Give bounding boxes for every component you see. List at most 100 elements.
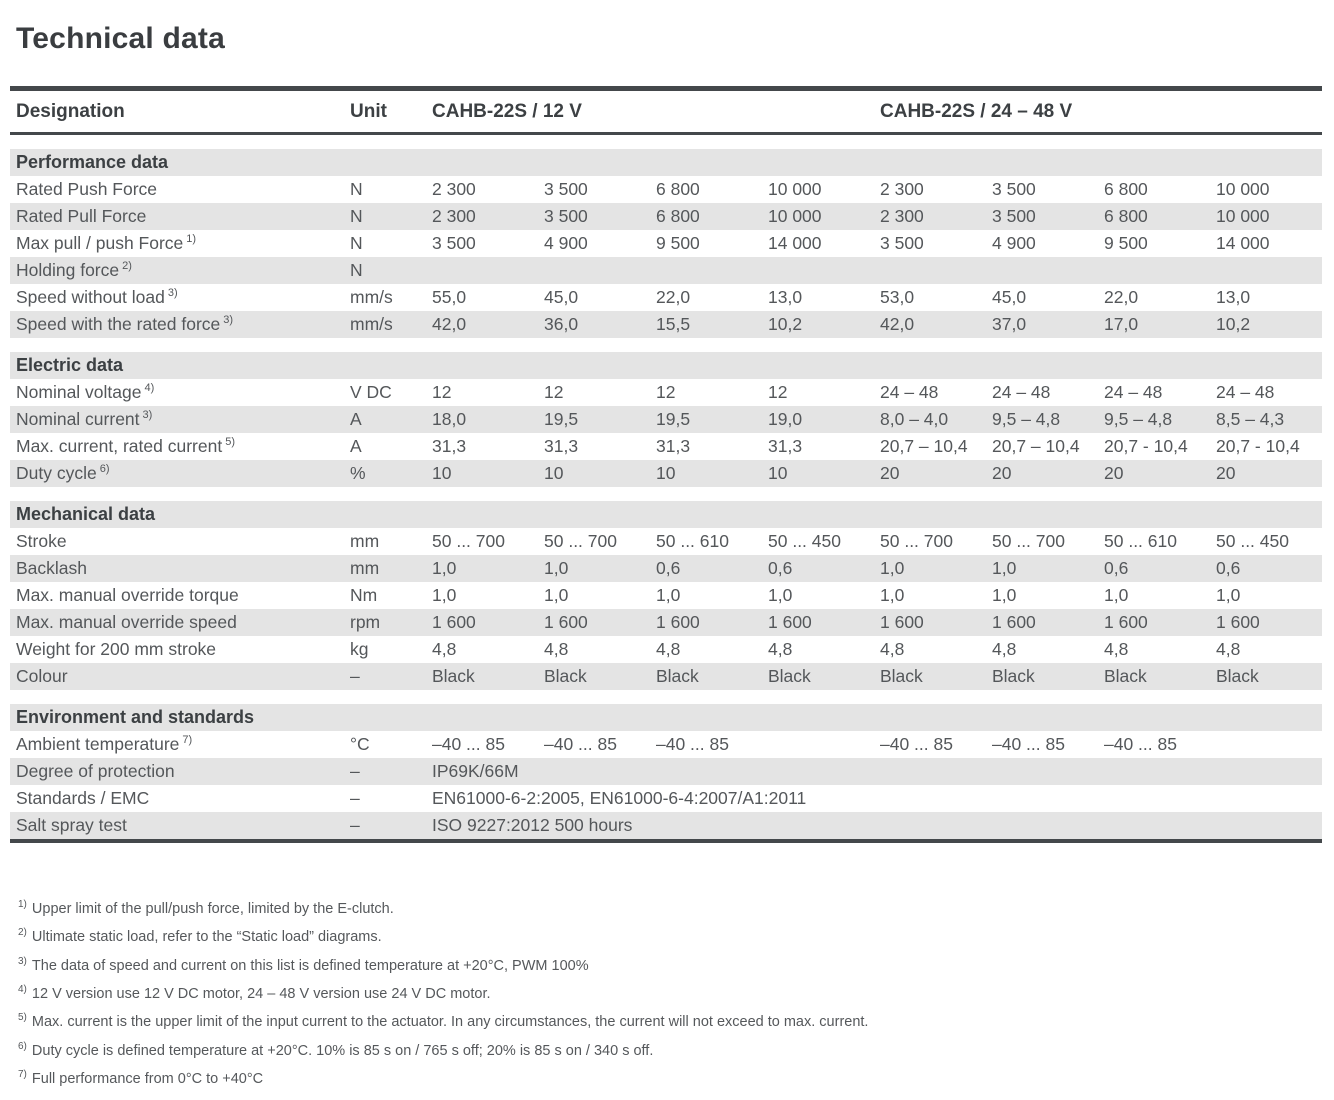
value-cell: 4,8 (432, 639, 457, 659)
unit-cell: N (350, 206, 363, 226)
unit-cell: A (350, 409, 362, 429)
table-row: Duty cycle 6)% 10 10 10 10 20 20 20 20 (10, 460, 1322, 487)
value-cell: 1,0 (432, 585, 457, 605)
table-row: Backlash mm 1,0 1,0 0,6 0,6 1,0 1,0 0,6 0,6 (10, 555, 1322, 582)
value-cell: 3 500 (992, 206, 1036, 226)
table-row: Max. manual override speed rpm 1 600 1 600 1… (10, 609, 1322, 636)
value-cell: –40 ... 85 (1104, 734, 1177, 754)
value-cell: 10 (544, 463, 564, 483)
value-cell: 1,0 (1216, 585, 1241, 605)
table-row: Holding force 2) N (10, 257, 1322, 284)
value-cell: 20 (880, 463, 900, 483)
table-row: Stroke mm 50 ... 700 50 ... 700 50 ... 610 50… (10, 528, 1322, 555)
value-cell: 50 ... 700 (880, 531, 953, 551)
value-cell: 55,0 (432, 287, 467, 307)
unit-cell: – (350, 815, 360, 835)
footnote-marker: 3) (167, 287, 178, 300)
value-cell: –40 ... 85 (880, 734, 953, 754)
value-cell: –40 ... 85 (544, 734, 617, 754)
value-cell: 6 800 (656, 206, 700, 226)
table-row: Max pull / push Force 1) N 3 500 4 900 9 500 1… (10, 230, 1322, 257)
designation-label: Nominal current (16, 409, 140, 429)
designation-label: Max. current, rated current (16, 436, 223, 456)
value-cell: 1,0 (544, 585, 569, 605)
footnote-marker: 1) (186, 233, 197, 246)
value-cell: 4,8 (992, 639, 1017, 659)
value-cell: 10 000 (768, 179, 822, 199)
value-cell: 2 300 (432, 206, 476, 226)
value-cell: –40 ... 85 (992, 734, 1065, 754)
value-cell: 10 000 (1216, 206, 1270, 226)
value-cell: 19,5 (656, 409, 691, 429)
value-cell: 4,8 (1216, 639, 1241, 659)
value-cell: Black (768, 666, 811, 686)
footnote-text: 12 V version use 12 V DC motor, 24 – 48 … (31, 985, 491, 1002)
footnote-text: The data of speed and current on this li… (31, 957, 589, 974)
value-cell: 4,8 (656, 639, 681, 659)
value-cell: Black (1216, 666, 1259, 686)
value-cell: 18,0 (432, 409, 467, 429)
value-cell: 6 800 (656, 179, 700, 199)
designation-cell: Degree of protection (10, 761, 344, 782)
value-cell: 31,3 (768, 436, 803, 456)
footnote-text: Max. current is the upper limit of the i… (31, 1014, 869, 1031)
value-cell: 50 ... 450 (768, 531, 841, 551)
table-row: Rated Pull Force N 2 300 3 500 6 800 10 000 2 … (10, 203, 1322, 230)
unit-cell: – (350, 761, 360, 781)
value-cell: 20,7 – 10,4 (992, 436, 1080, 456)
designation-cell: Max. manual override torque (10, 585, 344, 606)
designation-cell: Salt spray test (10, 815, 344, 836)
unit-cell: Nm (350, 585, 378, 605)
value-cell-span: ISO 9227:2012 500 hours (432, 815, 633, 835)
designation-label: Rated Pull Force (16, 206, 147, 226)
unit-cell: mm (350, 531, 380, 551)
footnote-text: Upper limit of the pull/push force, limi… (31, 900, 394, 917)
value-cell: 9 500 (1104, 233, 1148, 253)
table-row: Speed with the rated force 3) mm/s 42,0 36,0… (10, 311, 1322, 338)
designation-label: Holding force (16, 260, 120, 280)
value-cell: 24 – 48 (1104, 382, 1163, 402)
value-cell: 1,0 (544, 558, 569, 578)
designation-cell: Backlash (10, 558, 344, 579)
designation-cell: Rated Pull Force (10, 206, 344, 227)
value-cell: 53,0 (880, 287, 915, 307)
technical-data-table: Designation Unit CAHB-22S / 12 V CAHB-22… (10, 86, 1322, 843)
table-section: Electric data Nominal voltage 4) V DC 12 12 12… (10, 352, 1322, 487)
designation-label: Salt spray test (16, 815, 127, 835)
designation-label: Speed without load (16, 287, 165, 307)
footnote-marker: 4) (144, 382, 155, 395)
value-cell: 10 000 (1216, 179, 1270, 199)
value-cell: 9,5 – 4,8 (992, 409, 1061, 429)
value-cell: 31,3 (544, 436, 579, 456)
designation-label: Standards / EMC (16, 788, 150, 808)
table-body: Performance data Rated Push Force N 2 300 3 … (10, 149, 1322, 839)
designation-label: Max. manual override speed (16, 612, 237, 632)
value-cell: 1,0 (768, 585, 793, 605)
value-cell: 22,0 (656, 287, 691, 307)
value-cell: 9 500 (656, 233, 700, 253)
value-cell: 1 600 (880, 612, 924, 632)
value-cell: 10,2 (768, 314, 803, 334)
unit-cell: – (350, 788, 360, 808)
unit-cell: V DC (350, 382, 392, 402)
value-cell: 1 600 (768, 612, 812, 632)
value-cell: 20 (992, 463, 1012, 483)
designation-cell: Speed with the rated force 3) (10, 314, 344, 335)
value-cell: 10 (768, 463, 788, 483)
value-cell: 4,8 (544, 639, 569, 659)
value-cell: Black (656, 666, 699, 686)
designation-label: Rated Push Force (16, 179, 158, 199)
value-cell: 1 600 (656, 612, 700, 632)
value-cell: 1,0 (880, 558, 905, 578)
value-cell-span: EN61000-6-2:2005, EN61000-6-4:2007/A1:20… (432, 788, 807, 808)
value-cell: 50 ... 610 (656, 531, 729, 551)
value-cell: 20 (1104, 463, 1124, 483)
value-cell: 4,8 (1104, 639, 1129, 659)
table-section: Environment and standards Ambient tempera… (10, 704, 1322, 839)
footnote: 7) Full performance from 0°C to +40°C (18, 1063, 1322, 1091)
value-cell: 20 (1216, 463, 1236, 483)
footnote-marker: 7) (182, 734, 193, 747)
designation-label: Colour (16, 666, 68, 686)
footnote-marker: 3) (142, 409, 153, 422)
